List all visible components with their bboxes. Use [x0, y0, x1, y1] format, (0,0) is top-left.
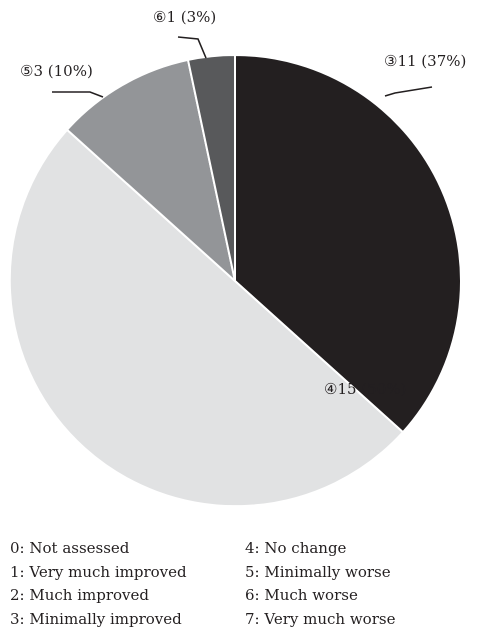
slice-label-3: ③11 (37%): [384, 52, 466, 70]
pie-slice-3: [234, 53, 462, 434]
pie-chart: ③11 (37%) ④15 (50%) ⑤3 (10%) ⑥1 (3%): [8, 8, 466, 508]
leader-line-6: [177, 36, 207, 59]
legend-column-2: 4: No change 5: Minimally worse 6: Much …: [245, 537, 395, 631]
legend-item-3: 3: Minimally improved: [10, 609, 182, 628]
pie-slice-6: [186, 53, 236, 282]
leader-line-3: [384, 86, 433, 97]
legend-item-4: 4: No change: [245, 539, 347, 557]
legend-column-1: 0: Not assessed 1: Very much improved 2:…: [10, 537, 187, 631]
legend-item-2: 2: Much improved: [10, 586, 149, 604]
legend-item-0: 0: Not assessed: [10, 539, 130, 557]
pie-slice-5: [65, 58, 237, 284]
slice-label-5: ⑤3 (10%): [20, 62, 93, 80]
slice-label-4: ④15 (50%): [324, 380, 406, 398]
legend-item-7: 7: Very much worse: [245, 609, 396, 628]
pie-slice-4: [8, 128, 405, 508]
legend-item-6: 6: Much worse: [245, 586, 358, 604]
legend-item-5: 5: Minimally worse: [245, 562, 391, 581]
slice-label-6: ⑥1 (3%): [153, 8, 216, 26]
leader-line-5: [52, 91, 104, 98]
legend-item-1: 1: Very much improved: [10, 562, 187, 581]
